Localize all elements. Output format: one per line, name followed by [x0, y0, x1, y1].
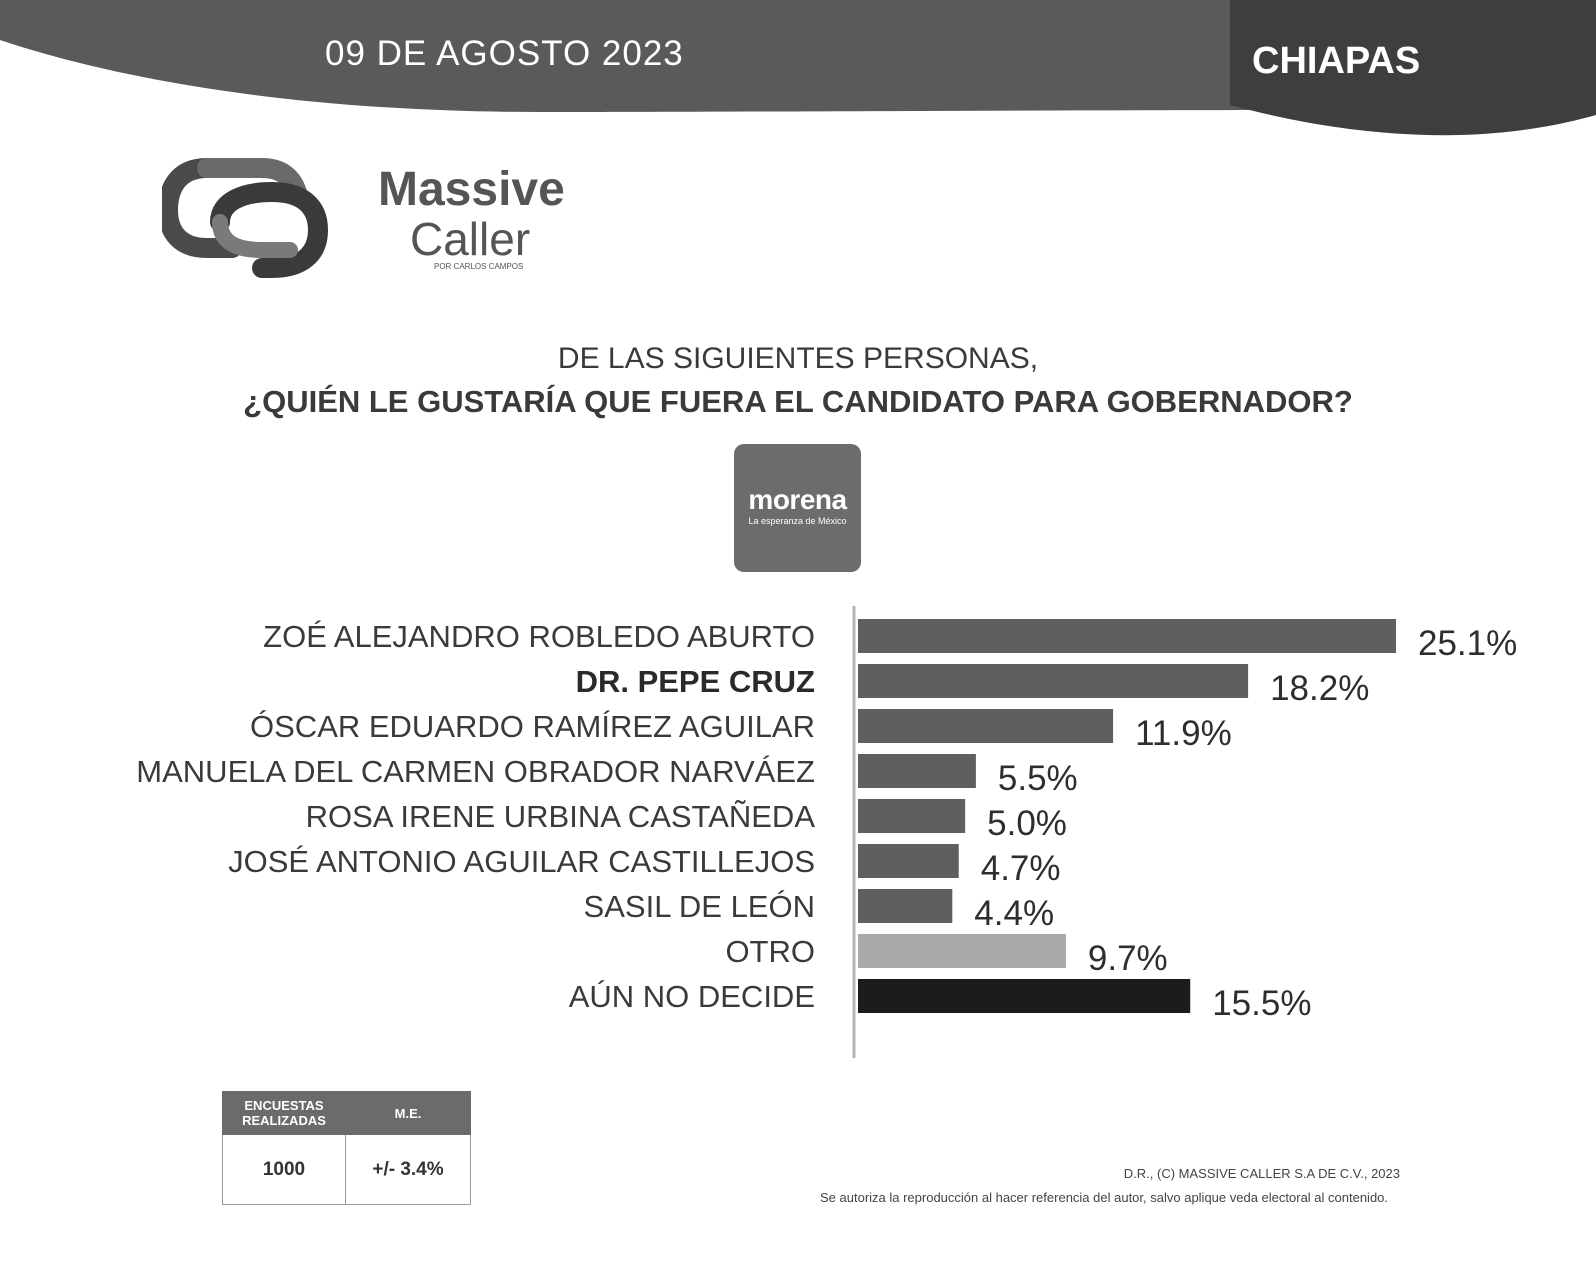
value-label: 5.5%: [998, 759, 1078, 798]
category-label: SASIL DE LEÓN: [584, 889, 815, 924]
bar: [858, 799, 966, 833]
morena-party-logo: morena La esperanza de México: [734, 444, 861, 572]
bar: [858, 709, 1114, 743]
moe-header: M.E.: [345, 1091, 471, 1135]
bar: [858, 844, 959, 878]
bar: [858, 934, 1066, 968]
moe-value: +/- 3.4%: [345, 1134, 471, 1205]
copyright-text: D.R., (C) MASSIVE CALLER S.A DE C.V., 20…: [1123, 1166, 1400, 1181]
value-label: 9.7%: [1088, 939, 1168, 978]
category-label: MANUELA DEL CARMEN OBRADOR NARVÁEZ: [136, 754, 815, 789]
category-label: JOSÉ ANTONIO AGUILAR CASTILLEJOS: [228, 844, 815, 879]
bar: [858, 889, 953, 923]
bar-chart: ZOÉ ALEJANDRO ROBLEDO ABURTO 25.1% DR. PEP…: [136, 606, 1517, 1058]
category-label: OTRO: [725, 934, 815, 969]
brand-subtitle: POR CARLOS CAMPOS: [434, 262, 524, 271]
category-label: ZOÉ ALEJANDRO ROBLEDO ABURTO: [263, 619, 815, 654]
surveys-header: ENCUESTAS REALIZADAS: [222, 1091, 346, 1135]
bar: [858, 664, 1249, 698]
category-label: ÓSCAR EDUARDO RAMÍREZ AGUILAR: [250, 709, 815, 744]
bar: [858, 979, 1191, 1013]
value-label: 4.7%: [981, 849, 1061, 888]
value-label: 11.9%: [1135, 714, 1232, 753]
category-label: DR. PEPE CRUZ: [576, 664, 815, 699]
brand-name-line2: Caller: [410, 213, 531, 265]
survey-date: 09 DE AGOSTO 2023: [325, 34, 684, 73]
category-label: AÚN NO DECIDE: [569, 979, 815, 1014]
value-label: 4.4%: [974, 894, 1054, 933]
value-label: 25.1%: [1418, 624, 1517, 663]
value-label: 18.2%: [1270, 669, 1369, 708]
bar: [858, 754, 976, 788]
survey-stats-table: ENCUESTAS REALIZADAS M.E. 1000 +/- 3.4%: [222, 1091, 471, 1205]
question-line1: DE LAS SIGUIENTES PERSONAS,: [557, 342, 1039, 375]
brand-name-line1: Massive: [378, 163, 565, 216]
massive-caller-logo-icon: [162, 158, 329, 278]
value-label: 5.0%: [987, 804, 1067, 843]
value-label: 15.5%: [1212, 984, 1311, 1023]
surveys-value: 1000: [222, 1134, 346, 1205]
region-label: CHIAPAS: [1252, 40, 1421, 82]
bar: [858, 619, 1396, 653]
category-label: ROSA IRENE URBINA CASTAÑEDA: [306, 799, 816, 834]
reproduction-notice: Se autoriza la reproducción al hacer ref…: [820, 1190, 1389, 1205]
question-line2: ¿QUIÉN LE GUSTARÍA QUE FUERA EL CANDIDAT…: [243, 384, 1353, 419]
party-tagline: La esperanza de México: [748, 516, 847, 526]
party-name: morena: [748, 484, 847, 515]
header-band: [0, 0, 1596, 136]
